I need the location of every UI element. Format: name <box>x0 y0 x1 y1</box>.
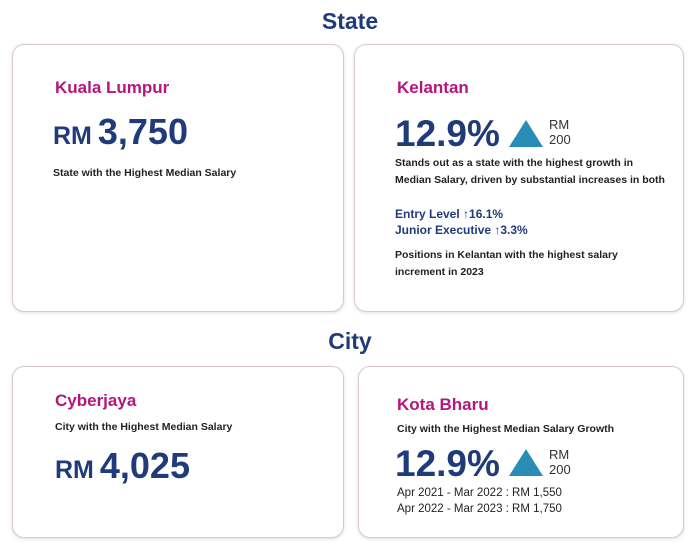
card-place-name: Cyberjaya <box>55 391 137 410</box>
city-section-title: City <box>328 328 372 354</box>
rm-label: RM <box>549 447 570 462</box>
median-salary-value: RM 3,750 <box>53 111 188 153</box>
median-salary-value: RM 4,025 <box>55 445 190 487</box>
card-caption: City with the Highest Median Salary <box>55 421 233 433</box>
salary-period-2: Apr 2022 - Mar 2023 : RM 1,750 <box>397 503 562 515</box>
kelantan-card: Kelantan 12.9% RM 200 Stands out as a st… <box>354 44 684 312</box>
junior-executive-growth: Junior Executive ↑3.3% <box>395 223 528 237</box>
currency-label: RM <box>55 456 94 484</box>
kota-bharu-card: Kota Bharu City with the Highest Median … <box>358 366 684 538</box>
kelantan-description: Stands out as a state with the highest g… <box>395 155 665 189</box>
growth-amount: RM 200 <box>549 447 571 477</box>
rm-value: 200 <box>549 132 571 147</box>
card-place-name: Kuala Lumpur <box>55 78 170 97</box>
cyberjaya-card: Cyberjaya City with the Highest Median S… <box>12 366 344 538</box>
note-line: Positions in Kelantan with the highest s… <box>395 249 618 261</box>
salary-period-1: Apr 2021 - Mar 2022 : RM 1,550 <box>397 487 562 499</box>
growth-percentage: 12.9% <box>395 113 500 154</box>
up-triangle-icon <box>509 120 543 147</box>
state-section-title: State <box>321 8 379 34</box>
up-triangle-icon <box>509 449 543 476</box>
growth-percentage: 12.9% <box>395 443 500 484</box>
salary-amount: 4,025 <box>99 445 190 486</box>
salary-amount: 3,750 <box>97 111 188 152</box>
rm-label: RM <box>549 117 570 132</box>
note-line: increment in 2023 <box>395 266 484 278</box>
card-place-name: Kelantan <box>397 78 469 97</box>
entry-level-growth: Entry Level ↑16.1% <box>395 207 504 221</box>
kuala-lumpur-card: Kuala Lumpur RM 3,750 State with the High… <box>12 44 344 312</box>
card-caption: City with the Highest Median Salary Grow… <box>397 423 615 435</box>
description-line: Median Salary, driven by substantial inc… <box>395 174 665 186</box>
currency-label: RM <box>53 122 92 150</box>
rm-value: 200 <box>549 462 571 477</box>
growth-amount: RM 200 <box>549 117 571 147</box>
card-place-name: Kota Bharu <box>397 395 489 414</box>
card-caption: State with the Highest Median Salary <box>53 167 237 179</box>
description-line: Stands out as a state with the highest g… <box>395 157 634 169</box>
kelantan-note: Positions in Kelantan with the highest s… <box>395 247 618 281</box>
